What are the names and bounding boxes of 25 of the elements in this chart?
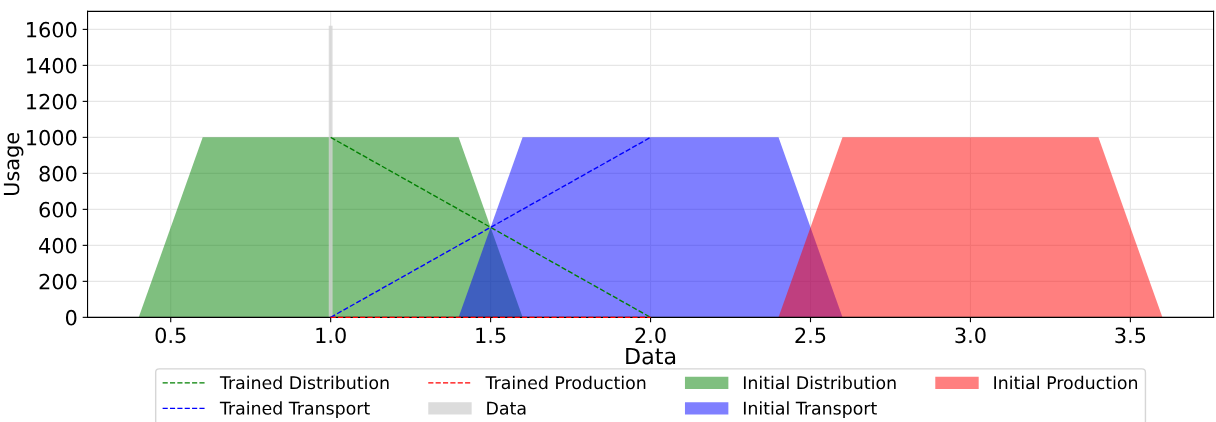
legend-label: Trained Production [485, 375, 646, 390]
y-tick-label: 1200 [27, 93, 77, 110]
x-axis-title: Data [626, 347, 676, 365]
x-tick-label: 3.5 [1115, 327, 1146, 344]
y-tick-label: 200 [39, 273, 77, 290]
y-tick-label: 800 [39, 165, 77, 182]
y-tick-label: 400 [39, 237, 77, 254]
x-tick-label: 0.5 [155, 327, 186, 344]
legend-label: Data [487, 401, 526, 415]
x-tick-label: 1.0 [316, 327, 346, 344]
x-tick-label: 1.5 [476, 327, 506, 344]
x-tick-label: 2.0 [635, 327, 666, 344]
y-axis-title: Usage [3, 133, 24, 196]
y-tick-label: 1000 [27, 129, 77, 146]
legend-label: Initial Production [994, 375, 1138, 390]
y-tick-label: 1400 [27, 57, 77, 74]
legend-label: Trained Distribution [219, 375, 389, 390]
x-tick-label: 3.0 [955, 327, 986, 344]
legend-label: Trained Transport [219, 401, 370, 419]
x-tick-label: 2.5 [795, 327, 826, 344]
legend-label: Initial Transport [743, 401, 877, 419]
legend-label: Initial Distribution [743, 375, 896, 390]
y-tick-label: 600 [39, 201, 77, 218]
y-tick-label: 1600 [27, 21, 77, 38]
y-tick-label: 0 [65, 309, 77, 326]
